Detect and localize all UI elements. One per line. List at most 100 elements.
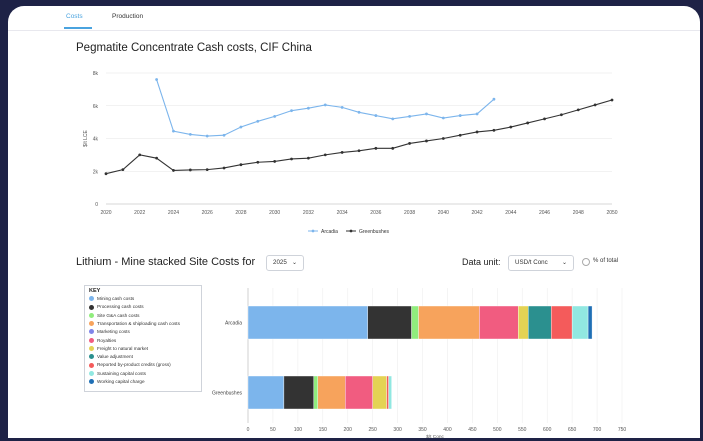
stacked-costs-legend: KEY Mining cash costs Processing cash cos… [84,285,202,392]
x-tick-label: 2042 [472,210,483,216]
x-tick-label: 2044 [505,210,516,216]
data-point [357,149,361,153]
legend-item: Sustaining capital costs [89,371,146,376]
x-axis-label: $/t Conc [426,434,444,438]
legend-swatch [89,304,94,310]
legend-label: Working capital charge [97,379,145,384]
data-point [526,121,530,125]
bar-segment [418,305,480,340]
bar-segment [479,305,519,340]
year-select[interactable]: 2025 ⌄ [266,255,304,271]
app-frame: Costs Production Pegmatite Concentrate C… [8,6,700,438]
pct-of-total-checkbox[interactable] [582,258,590,266]
data-point [239,163,243,167]
legend-label: Reported by-product credits (gross) [97,362,171,368]
data-point [441,116,445,120]
x-tick-label: 300 [393,427,402,433]
pct-of-total-label: % of total [593,258,619,264]
data-point [475,112,479,116]
data-point [273,160,277,163]
data-point [273,114,277,118]
legend-swatch [89,370,94,376]
legend-swatch [89,337,94,343]
active-tab-indicator [64,27,92,29]
legend-item: Transportation & shiploading cash costs [89,320,180,327]
bar-segment [313,375,319,410]
legend-item: Processing cash costs [89,304,144,310]
data-point [222,166,226,170]
x-tick-label: 2034 [337,210,348,216]
legend-swatch [89,379,94,385]
x-tick-label: 2022 [134,210,145,216]
y-axis-label: $/t LCE [83,130,89,147]
legend-item: Site G&A cash costs [89,313,139,318]
stacked-costs-bar-chart: 0 50 100 150 200 250 300 350 400 450 500 550 600 650 7… [212,288,626,438]
x-tick-label: 2028 [235,210,246,216]
x-tick-label: 700 [593,427,602,433]
x-tick-label: 2030 [269,210,280,216]
legend-label: Mining cash costs [97,296,135,301]
legend-label: Marketing costs [97,329,130,335]
x-tick-label: 550 [518,427,527,433]
category-label: Arcadia [225,321,242,327]
x-tick-label: 150 [319,427,328,433]
legend-item: Mining cash costs [89,296,135,302]
data-point [374,146,378,150]
legend-swatch [89,321,94,327]
tab-costs[interactable]: Costs [66,13,83,20]
legend-swatch [89,362,94,368]
data-point [425,112,428,116]
data-point [104,172,108,176]
bar-segment [550,305,573,340]
x-tick-label: 50 [270,427,276,433]
data-point [475,130,479,134]
data-point [374,114,378,117]
data-unit-select[interactable]: USD/t Conc ⌄ [508,255,574,271]
data-point [492,128,496,132]
legend-label: Greenbushes [359,229,390,235]
legend-label: Transportation & shiploading cash costs [97,320,180,326]
cash-costs-chart-title: Pegmatite Concentrate Cash costs, CIF Ch… [76,42,312,54]
bar-segment [388,375,392,410]
x-tick-label: 250 [368,427,377,433]
bar-segment [587,305,593,340]
legend-item: Freight to natural market [89,346,148,352]
data-point [138,153,142,157]
data-point [290,157,293,161]
data-point [425,139,428,143]
data-point [408,142,411,145]
legend-label: Site G&A cash costs [97,312,140,318]
bar-segment [367,305,412,340]
x-tick-label: 500 [493,427,502,433]
x-tick-label: 2026 [202,210,213,216]
legend-item: Marketing costs [89,329,130,335]
data-point [458,133,462,137]
legend-marker [311,229,315,233]
y-tick-label: 0 [95,202,98,208]
legend-marker [349,229,353,233]
bar-segment [528,305,552,340]
legend-swatch [89,296,94,302]
x-tick-label: 450 [468,427,477,433]
data-point [576,108,580,112]
data-point [239,125,243,129]
data-point [391,146,395,150]
tab-production[interactable]: Production [112,13,144,20]
legend-label: Royalties [97,337,117,343]
data-point [256,119,260,123]
data-point [340,151,344,154]
data-point [307,106,310,110]
data-unit-select-value: USD/t Conc [515,259,548,266]
data-point [155,156,159,160]
x-tick-label: 350 [418,427,427,433]
x-tick-label: 100 [294,427,303,433]
data-point [188,133,192,136]
data-point [458,114,462,117]
category-label: Greenbushes [212,391,243,397]
x-tick-label: 2048 [573,210,584,216]
data-point [340,105,344,109]
data-point [441,137,445,140]
x-tick-label: 400 [443,427,452,433]
cash-costs-line-chart: 0 2k 4k 6k 8k 2020 2022 2024 2026 2028 2030 2032 203… [83,71,618,235]
x-tick-label: 600 [543,427,552,433]
